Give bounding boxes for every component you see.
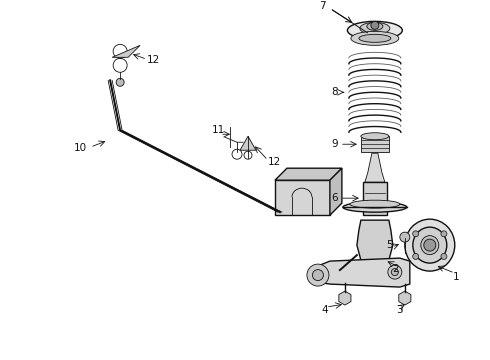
Polygon shape [310,258,410,287]
Ellipse shape [347,21,402,39]
Ellipse shape [421,236,439,255]
Ellipse shape [367,22,383,30]
Bar [361,136,389,152]
Text: 1: 1 [452,272,459,282]
Polygon shape [365,153,385,182]
Polygon shape [357,220,393,260]
Text: 5: 5 [387,240,393,250]
Polygon shape [275,168,342,180]
Circle shape [424,239,436,251]
Text: 2: 2 [392,264,399,274]
Ellipse shape [359,34,391,42]
Text: 6: 6 [331,193,338,203]
Bar [363,182,387,215]
Ellipse shape [313,270,323,280]
Text: 4: 4 [321,305,328,315]
Ellipse shape [343,202,407,212]
Circle shape [441,253,447,260]
Ellipse shape [388,265,402,279]
Text: 10: 10 [74,143,87,153]
Polygon shape [330,168,342,215]
Polygon shape [112,45,140,57]
Text: 12: 12 [147,55,160,65]
Ellipse shape [307,264,329,286]
Ellipse shape [413,227,447,263]
Text: 7: 7 [319,1,326,12]
Bar [275,180,330,215]
Circle shape [400,232,410,242]
Text: 3: 3 [396,305,403,315]
Circle shape [441,231,447,237]
Ellipse shape [361,133,389,140]
Ellipse shape [360,22,390,34]
Text: 8: 8 [331,87,338,97]
Circle shape [413,231,418,237]
Ellipse shape [350,200,400,208]
Ellipse shape [405,219,455,271]
Text: 12: 12 [268,157,281,167]
Circle shape [371,21,379,30]
Text: 9: 9 [331,139,338,149]
Ellipse shape [392,269,398,276]
Polygon shape [240,136,256,150]
Circle shape [413,253,418,260]
Text: 11: 11 [211,125,224,135]
Circle shape [116,78,124,86]
Ellipse shape [351,31,399,45]
